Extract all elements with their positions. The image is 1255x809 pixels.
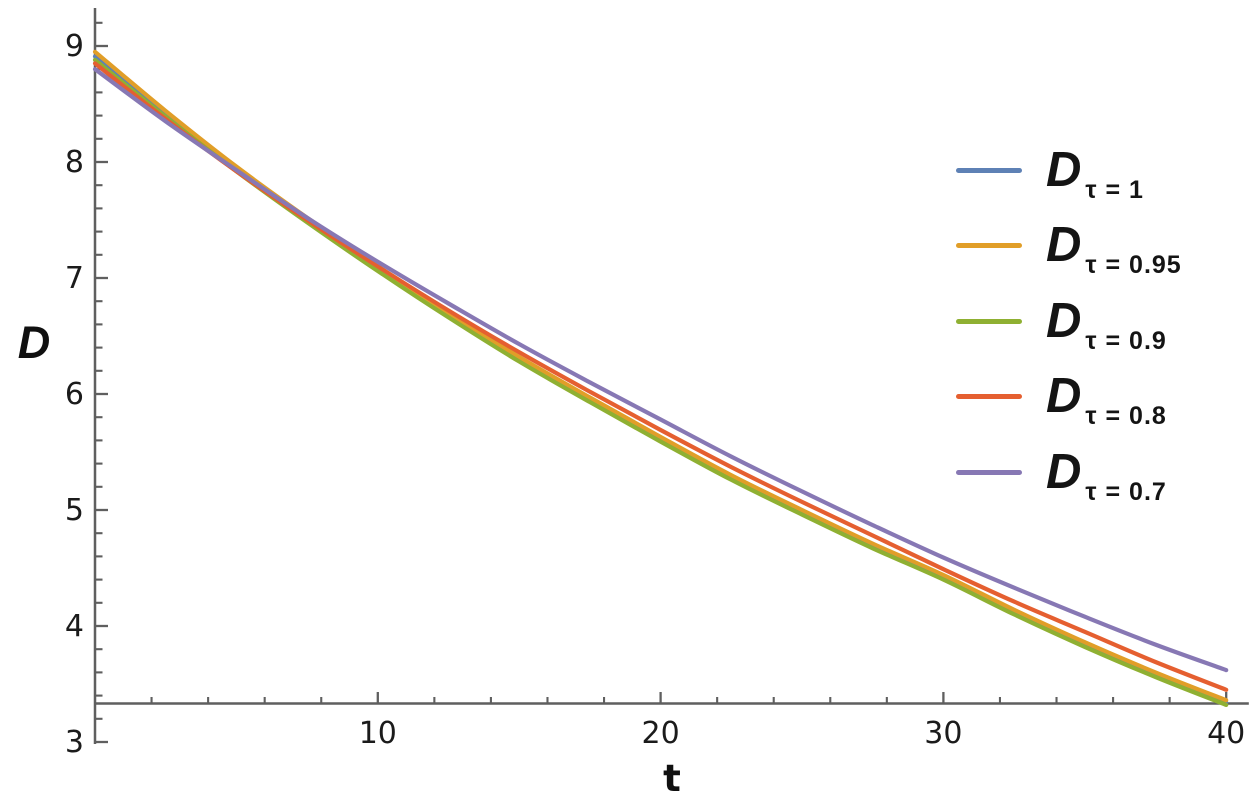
x-tick-label: 10 bbox=[359, 716, 397, 751]
y-tick-label: 7 bbox=[65, 261, 84, 296]
x-axis-title: t bbox=[663, 757, 681, 800]
y-tick-label: 4 bbox=[65, 609, 84, 644]
curve-D_tau=0.8 bbox=[92, 61, 1229, 692]
y-tick-label: 6 bbox=[65, 377, 84, 412]
x-tick-label: 30 bbox=[924, 716, 962, 751]
y-tick-label: 8 bbox=[65, 145, 84, 180]
y-tick-label: 3 bbox=[65, 725, 84, 760]
y-tick-label: 9 bbox=[65, 29, 84, 64]
y-axis-title: D bbox=[17, 317, 51, 368]
curve-D_tau=0.9 bbox=[92, 57, 1229, 707]
x-tick-label: 40 bbox=[1207, 716, 1245, 751]
curve-D_tau=0.7 bbox=[92, 67, 1229, 673]
y-tick-label: 5 bbox=[65, 493, 84, 528]
x-tick-label: 20 bbox=[642, 716, 680, 751]
